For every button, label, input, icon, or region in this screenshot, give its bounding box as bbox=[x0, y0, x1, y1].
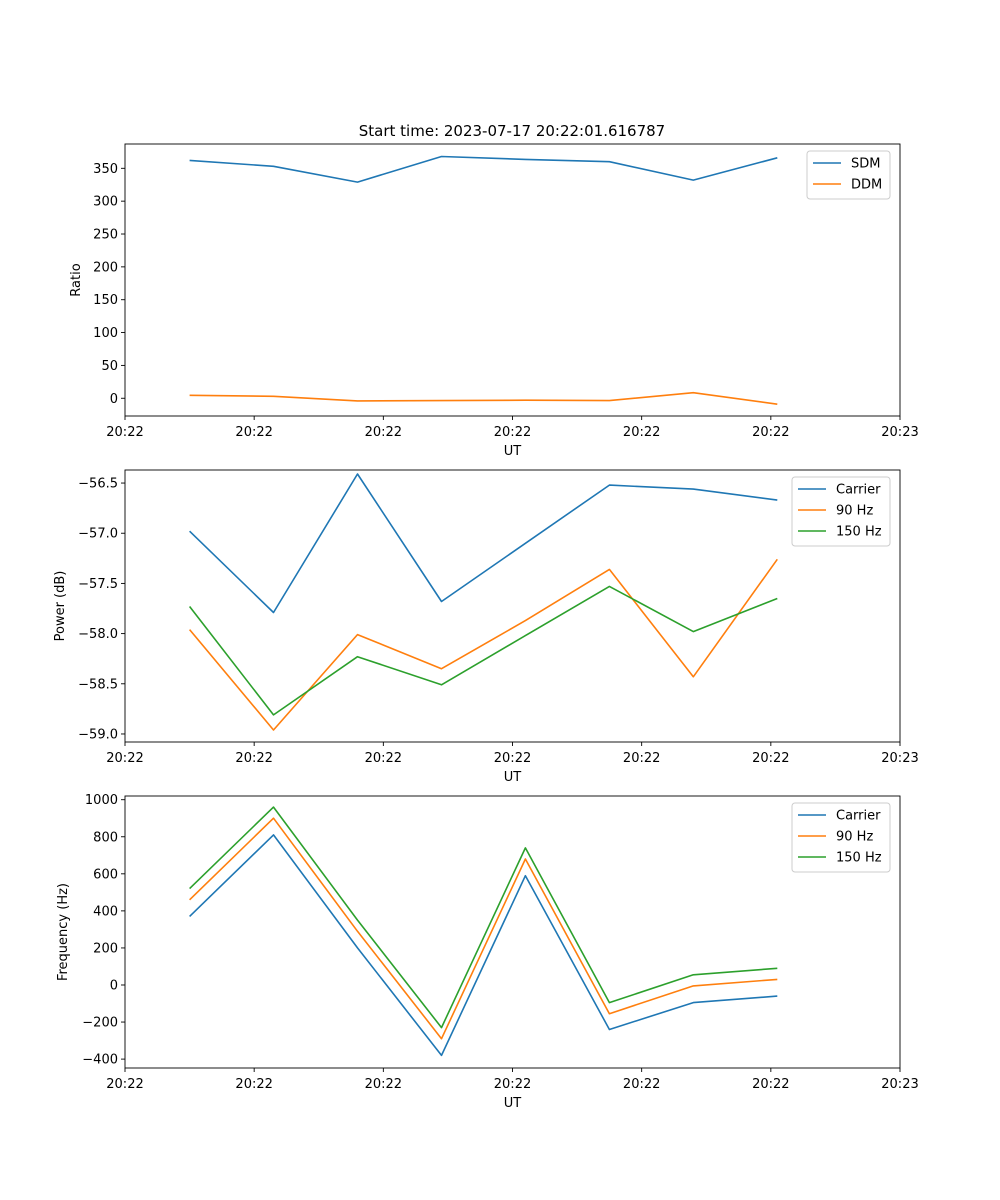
legend: Carrier 90 Hz 150 Hz bbox=[791, 476, 891, 547]
x-tick-label: 20:22 bbox=[106, 1077, 143, 1092]
legend-box bbox=[791, 476, 891, 547]
x-tick-label: 20:22 bbox=[494, 751, 531, 766]
x-axis-label: UT bbox=[504, 444, 522, 459]
y-tick-label: 0 bbox=[110, 392, 118, 407]
y-tick-label: 800 bbox=[93, 830, 118, 845]
power-chart: 20:22 20:22 20:22 20:22 20:22 20:22 20:23 −59.0… bbox=[53, 469, 919, 785]
y-tick-label: 100 bbox=[93, 326, 118, 341]
series-line-carrier bbox=[189, 473, 778, 614]
y-tick-label: 150 bbox=[93, 293, 118, 308]
ratio-chart: 20:22 20:22 20:22 20:22 20:22 20:22 20:23 0 50 10… bbox=[69, 143, 919, 459]
y-tick-label: 400 bbox=[93, 904, 118, 919]
y-tick-label: 350 bbox=[93, 162, 118, 177]
y-tick-label: 250 bbox=[93, 228, 118, 243]
y-axis-label: Frequency (Hz) bbox=[56, 883, 71, 981]
x-tick-label: 20:22 bbox=[494, 1077, 531, 1092]
x-tick-label: 20:22 bbox=[235, 1077, 272, 1092]
x-tick-label: 20:22 bbox=[752, 425, 789, 440]
series-line-150-hz bbox=[189, 806, 778, 1029]
x-axis-label: UT bbox=[504, 770, 522, 785]
x-tick-label: 20:22 bbox=[235, 425, 272, 440]
x-tick-label: 20:22 bbox=[623, 425, 660, 440]
legend-label-carrier: Carrier bbox=[836, 483, 881, 498]
y-axis-label: Power (dB) bbox=[53, 571, 68, 642]
x-tick-label: 20:22 bbox=[623, 751, 660, 766]
y-tick-label: −56.5 bbox=[78, 477, 118, 492]
y-tick-label: 50 bbox=[101, 359, 118, 374]
y-tick-label: −58.0 bbox=[78, 627, 118, 642]
y-tick-label: 0 bbox=[110, 978, 118, 993]
x-tick-label: 20:22 bbox=[623, 1077, 660, 1092]
x-tick-label: 20:22 bbox=[106, 425, 143, 440]
legend-label-90-hz: 90 Hz bbox=[836, 504, 873, 519]
legend-box bbox=[791, 802, 891, 873]
x-tick-label: 20:22 bbox=[365, 425, 402, 440]
legend-label-150-hz: 150 Hz bbox=[836, 525, 882, 540]
y-tick-label: 1000 bbox=[85, 793, 118, 808]
x-tick-label: 20:22 bbox=[365, 1077, 402, 1092]
y-tick-label: −58.5 bbox=[78, 677, 118, 692]
legend-label-ddm: DDM bbox=[851, 178, 882, 193]
figure-title: Start time: 2023-07-17 20:22:01.616787 bbox=[359, 122, 665, 140]
legend: SDM DDM bbox=[806, 150, 891, 200]
series-line-ddm bbox=[189, 391, 778, 405]
frequency-chart: 20:22 20:22 20:22 20:22 20:22 20:22 20:23 −400 −… bbox=[56, 793, 919, 1111]
y-tick-label: −400 bbox=[82, 1053, 118, 1068]
series-line-90-hz bbox=[188, 558, 778, 731]
y-axis-label: Ratio bbox=[69, 263, 84, 296]
y-tick-label: −57.5 bbox=[78, 577, 118, 592]
x-tick-label: 20:22 bbox=[752, 1077, 789, 1092]
x-tick-label: 20:22 bbox=[106, 751, 143, 766]
y-tick-label: −57.0 bbox=[78, 527, 118, 542]
x-tick-label: 20:23 bbox=[881, 751, 918, 766]
series-line-90-hz bbox=[189, 817, 778, 1040]
series-line-sdm bbox=[189, 155, 778, 183]
x-tick-label: 20:22 bbox=[752, 751, 789, 766]
y-tick-label: 200 bbox=[93, 941, 118, 956]
y-tick-label: −59.0 bbox=[78, 727, 118, 742]
y-tick-label: 300 bbox=[93, 195, 118, 210]
y-tick-label: −200 bbox=[82, 1016, 118, 1031]
legend-label-90-hz: 90 Hz bbox=[836, 830, 873, 845]
legend-label-carrier: Carrier bbox=[836, 809, 881, 824]
legend-label-150-hz: 150 Hz bbox=[836, 851, 882, 866]
x-tick-label: 20:22 bbox=[365, 751, 402, 766]
y-tick-label: 600 bbox=[93, 867, 118, 882]
legend-label-sdm: SDM bbox=[851, 157, 880, 172]
x-axis-label: UT bbox=[504, 1096, 522, 1111]
series-line-150-hz bbox=[188, 585, 778, 716]
x-tick-label: 20:22 bbox=[494, 425, 531, 440]
x-tick-label: 20:22 bbox=[235, 751, 272, 766]
series-line-carrier bbox=[189, 834, 778, 1057]
legend: Carrier 90 Hz 150 Hz bbox=[791, 802, 891, 873]
y-tick-label: 200 bbox=[93, 260, 118, 275]
x-tick-label: 20:23 bbox=[881, 425, 918, 440]
x-tick-label: 20:23 bbox=[881, 1077, 918, 1092]
